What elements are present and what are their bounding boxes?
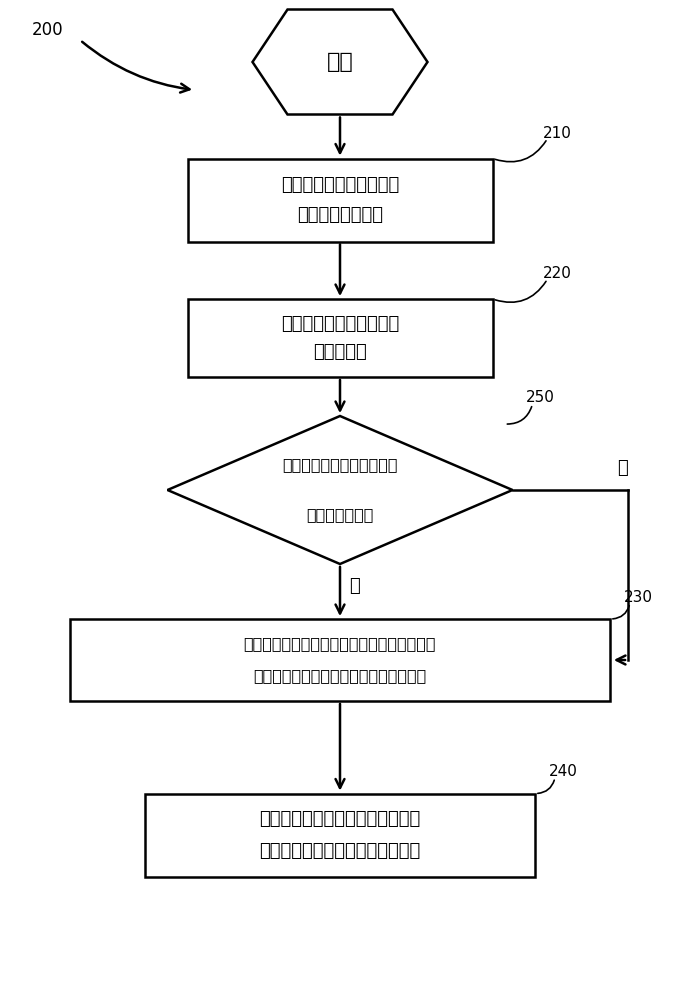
Text: 计算当前周期的误差値及: 计算当前周期的误差値及 xyxy=(281,315,399,333)
Bar xyxy=(187,299,493,377)
Text: 240: 240 xyxy=(549,764,577,779)
Text: 周期性地获取所述步进电: 周期性地获取所述步进电 xyxy=(281,176,399,194)
Text: 否: 否 xyxy=(617,459,628,477)
Bar xyxy=(145,794,535,876)
Polygon shape xyxy=(252,9,428,114)
Polygon shape xyxy=(168,416,512,564)
Text: 否属于相应论域: 否属于相应论域 xyxy=(306,508,374,522)
Bar xyxy=(70,619,610,701)
Text: 是: 是 xyxy=(350,577,361,595)
Text: 230: 230 xyxy=(624,589,652,604)
Text: 开始: 开始 xyxy=(326,52,354,72)
Text: 误差变化値: 误差变化値 xyxy=(313,343,367,361)
Text: 250: 250 xyxy=(526,390,555,406)
Text: 根据调整后的比例参数及微分参数: 根据调整后的比例参数及微分参数 xyxy=(259,810,421,828)
Text: ，并调整当前周期的比例参数及微分参数: ，并调整当前周期的比例参数及微分参数 xyxy=(253,668,426,684)
Text: 200: 200 xyxy=(32,21,64,39)
Bar xyxy=(187,158,493,241)
Text: 判断误差値及误差变化値是: 判断误差値及误差变化値是 xyxy=(282,458,398,473)
Text: 根据所述误差値及误差变化値查询参数规则表: 根据所述误差値及误差变化値查询参数规则表 xyxy=(244,637,436,652)
Text: 210: 210 xyxy=(543,126,572,141)
Text: 机的电流的采样値: 机的电流的采样値 xyxy=(297,206,383,224)
Text: 220: 220 xyxy=(543,266,572,282)
Text: 计算并输出所述步进电机的控制値: 计算并输出所述步进电机的控制値 xyxy=(259,842,421,860)
